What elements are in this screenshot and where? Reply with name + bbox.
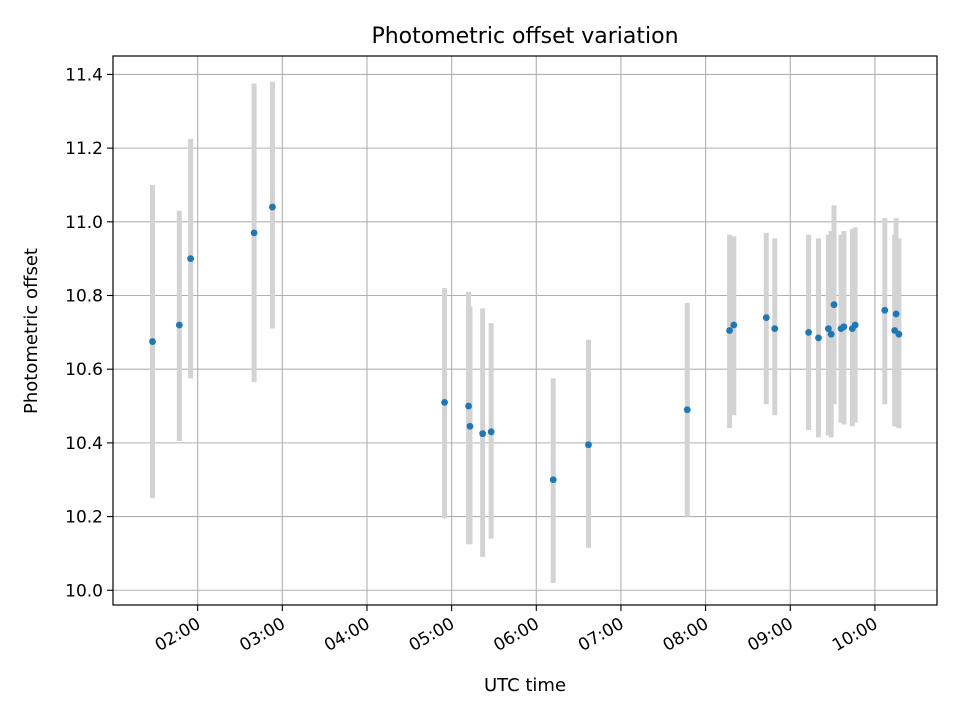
data-point [895,330,903,338]
y-tick-label: 10.0 [65,581,103,601]
data-point [441,398,448,406]
data-point [824,325,832,333]
data-point [840,323,848,331]
plot-frame [112,55,938,606]
data-point [892,310,900,318]
data-point [762,314,770,322]
data-point [465,402,472,410]
data-point [683,406,691,414]
y-tick-label: 10.8 [65,286,103,306]
data-point [479,430,487,438]
data-point [726,327,733,334]
data-point [851,321,859,329]
x-axis-label: UTC time [484,675,566,696]
data-point [466,422,474,430]
data-point [269,203,276,211]
data-point [830,301,838,309]
y-axis-ticks: 10.0 10.2 10.4 10.6 10.8 11.0 11.2 11.4 [65,65,113,601]
data-point [805,328,813,336]
y-tick-label: 10.2 [65,508,103,528]
y-tick-label: 11.4 [65,65,103,85]
grid [113,56,937,605]
data-point [730,321,738,329]
data-point [881,306,889,314]
data-point [175,321,183,329]
chart-title: Photometric offset variation [371,24,678,49]
data-point [250,229,258,237]
data-point [771,325,779,333]
y-axis-label: Photometric offset [21,248,42,414]
data-point [149,338,156,345]
y-tick-label: 10.6 [65,360,103,380]
data-point [549,476,557,484]
y-tick-label: 10.4 [65,434,103,454]
data-point [487,428,495,436]
data-point [827,330,835,338]
data-points [149,203,903,484]
data-point [585,441,592,449]
y-tick-label: 11.2 [65,139,103,159]
data-point [187,255,195,263]
y-tick-label: 11.0 [65,213,103,233]
data-point [815,334,822,342]
